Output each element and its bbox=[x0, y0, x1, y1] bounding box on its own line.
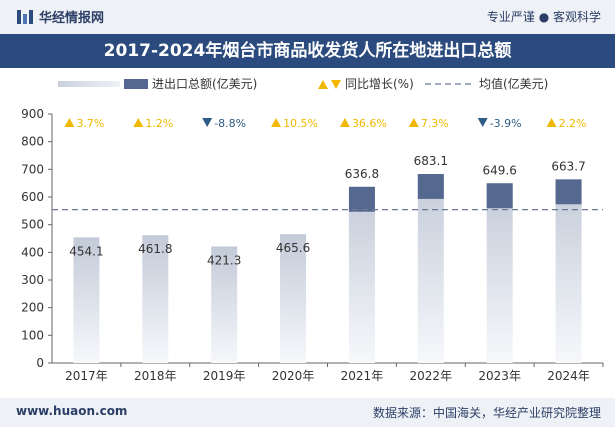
y-tick-label: 400 bbox=[21, 245, 44, 259]
growth-up-triangle-icon bbox=[339, 118, 350, 127]
growth-label: 3.7% bbox=[76, 117, 104, 130]
data-source: 数据来源：中国海关，华经产业研究院整理 bbox=[372, 406, 601, 420]
logo-icon bbox=[17, 10, 33, 24]
bars: 454.1 461.8 421.3 465.6 636.8 683.1 649.6 663.7 bbox=[69, 154, 586, 363]
bar bbox=[555, 179, 582, 363]
growth-down-triangle-icon bbox=[477, 118, 488, 127]
y-tick-label: 0 bbox=[36, 356, 44, 370]
bar-value-label: 649.6 bbox=[483, 163, 517, 177]
growth-label: 7.3% bbox=[421, 117, 449, 130]
growth-up-triangle-icon bbox=[271, 118, 282, 127]
x-tick-label: 2019年 bbox=[203, 369, 246, 383]
growth-down-triangle-icon bbox=[202, 118, 213, 127]
bar-top bbox=[555, 179, 582, 205]
y-ticks: 0 100 200 300 400 500 600 700 800 900 bbox=[21, 107, 52, 370]
legend-label-avg: 均值(亿美元) bbox=[479, 76, 548, 91]
legend: 进出口总额(亿美元) 同比增长(%) 均值(亿美元) bbox=[58, 76, 548, 91]
y-tick-label: 900 bbox=[21, 107, 44, 121]
y-tick-label: 500 bbox=[21, 218, 44, 232]
growth-up-triangle-icon bbox=[408, 118, 419, 127]
x-tick-label: 2020年 bbox=[272, 369, 315, 383]
growth-label: 10.5% bbox=[283, 117, 318, 130]
growth-label: 36.6% bbox=[352, 117, 387, 130]
bar bbox=[348, 186, 375, 363]
bar-value-label: 636.8 bbox=[345, 167, 379, 181]
y-tick-label: 300 bbox=[21, 273, 44, 287]
x-tick-label: 2017年 bbox=[65, 369, 108, 383]
bar-value-label: 465.6 bbox=[276, 241, 310, 255]
chart: 进出口总额(亿美元) 同比增长(%) 均值(亿美元) 0 100 200 300 400… bbox=[21, 76, 604, 383]
growth-label: 1.2% bbox=[145, 117, 173, 130]
title-bar: 2017-2024年烟台市商品收发货人所在地进出口总额 bbox=[0, 34, 615, 68]
growth-up-triangle-icon bbox=[546, 118, 557, 127]
bar bbox=[486, 183, 513, 363]
brand-name: 华经情报网 bbox=[39, 11, 105, 26]
growth-label: -8.8% bbox=[214, 117, 246, 130]
legend-label-growth: 同比增长(%) bbox=[345, 77, 414, 91]
x-tick-label: 2022年 bbox=[410, 369, 453, 383]
legend-swatch-base bbox=[58, 81, 120, 87]
growth-up-triangle-icon bbox=[64, 118, 75, 127]
legend-label-bar: 进出口总额(亿美元) bbox=[152, 76, 257, 91]
x-labels: 2017年 2018年 2019年 2020年 2021年 2022年 2023年 2024年 bbox=[65, 363, 604, 383]
bar-value-label: 683.1 bbox=[414, 154, 448, 168]
y-tick-label: 600 bbox=[21, 190, 44, 204]
bar bbox=[73, 237, 100, 363]
bar bbox=[280, 234, 307, 363]
bar-value-label: 461.8 bbox=[138, 242, 172, 256]
growth-labels: 3.7% 1.2% -8.8% 10.5% 36.6% 7.3% -3.9% 2.2% bbox=[64, 117, 587, 130]
x-tick-label: 2024年 bbox=[547, 369, 590, 383]
bar-value-label: 454.1 bbox=[69, 244, 103, 258]
legend-down-triangle-icon bbox=[331, 80, 341, 89]
top-bar: 华经情报网 专业严谨 ● 客观科学 bbox=[0, 0, 615, 34]
bar bbox=[211, 246, 238, 363]
y-tick-label: 800 bbox=[21, 135, 44, 149]
bar-top bbox=[348, 186, 375, 212]
x-tick-label: 2018年 bbox=[134, 369, 177, 383]
growth-up-triangle-icon bbox=[133, 118, 144, 127]
chart-title: 2017-2024年烟台市商品收发货人所在地进出口总额 bbox=[103, 41, 512, 61]
x-tick-label: 2021年 bbox=[341, 369, 384, 383]
bar-value-label: 663.7 bbox=[551, 159, 585, 173]
bar-top bbox=[417, 174, 444, 199]
legend-up-triangle-icon bbox=[318, 80, 328, 89]
growth-label: -3.9% bbox=[490, 117, 522, 130]
bar-value-label: 421.3 bbox=[207, 253, 241, 267]
bar bbox=[417, 174, 444, 363]
y-tick-label: 200 bbox=[21, 301, 44, 315]
brand: 华经情报网 bbox=[16, 7, 104, 26]
growth-label: 2.2% bbox=[559, 117, 587, 130]
x-tick-label: 2023年 bbox=[478, 369, 521, 383]
bar bbox=[142, 235, 169, 363]
slogan: 专业严谨 ● 客观科学 bbox=[486, 10, 601, 24]
legend-swatch-bar bbox=[124, 79, 148, 89]
y-tick-label: 100 bbox=[21, 328, 44, 342]
site-url: www.huaon.com bbox=[16, 404, 128, 418]
y-tick-label: 700 bbox=[21, 162, 44, 176]
footer: www.huaon.com 数据来源：中国海关，华经产业研究院整理 bbox=[0, 398, 615, 427]
bar-top bbox=[486, 183, 513, 209]
